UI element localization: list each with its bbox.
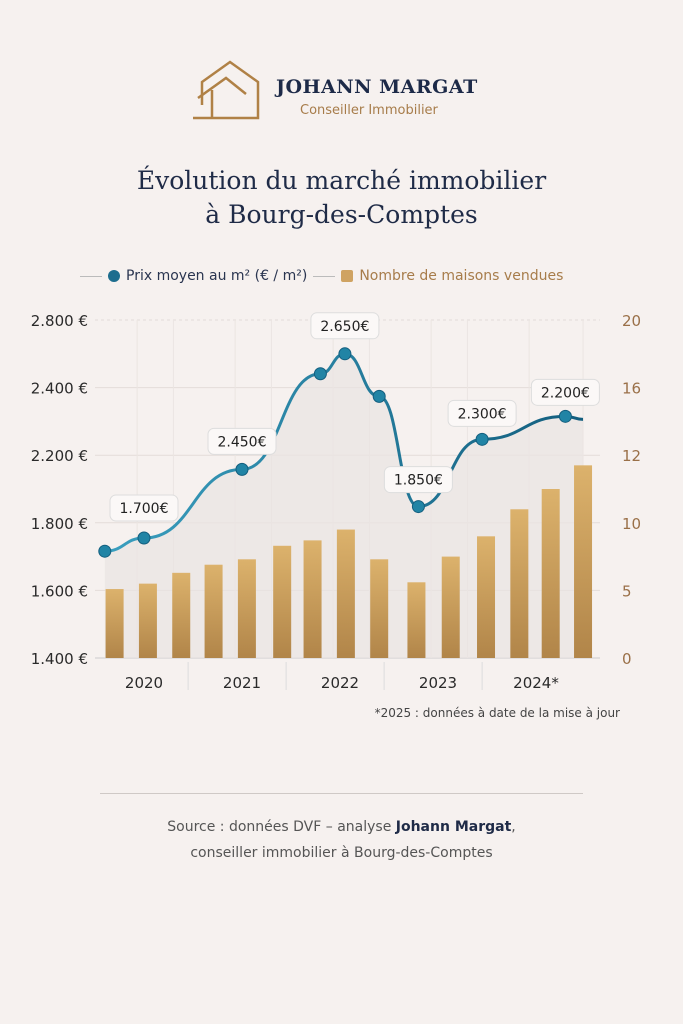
source-author: Johann Margat <box>395 819 512 835</box>
bar <box>441 556 460 658</box>
bar <box>370 559 389 658</box>
data-label: 2.650€ <box>320 319 369 335</box>
legend-bar-icon <box>341 270 354 282</box>
y-left-tick-label: 2.400 € <box>31 380 88 398</box>
data-label-box <box>310 312 380 340</box>
source-line2: conseiller immobilier à Bourg-des-Compte… <box>190 845 493 861</box>
line-point <box>338 347 352 361</box>
line-point <box>313 367 327 381</box>
footnote: *2025 : données à date de la mise à jour <box>374 706 620 720</box>
bar <box>138 583 157 658</box>
brand-name: JOHANN MARGAT <box>276 76 478 98</box>
data-label: 2.450€ <box>218 434 267 450</box>
x-tick-label: 2023 <box>419 674 457 692</box>
bar <box>407 582 426 658</box>
data-label-box <box>109 494 179 522</box>
bar <box>273 545 292 658</box>
y-left-tick-label: 2.200 € <box>31 447 88 465</box>
y-left-tick-label: 2.800 € <box>31 312 88 330</box>
house-logo-icon <box>193 60 260 120</box>
bar <box>172 572 191 658</box>
bar <box>574 465 593 658</box>
legend-line-icon <box>313 275 336 277</box>
bar <box>303 540 322 658</box>
line-point <box>372 389 386 403</box>
y-left-tick-label: 1.400 € <box>31 650 88 668</box>
line-point <box>475 432 489 446</box>
bar <box>204 564 223 658</box>
data-label-box <box>207 427 277 455</box>
line-point <box>235 462 249 476</box>
line-point <box>411 500 425 514</box>
x-tick-label: 2021 <box>223 674 261 692</box>
brand-subtitle: Conseiller Immobilier <box>300 103 438 118</box>
line-area <box>104 353 584 658</box>
x-tick-label: 2024* <box>513 674 559 692</box>
chart-title-line2: à Bourg-des-Comptes <box>205 200 478 229</box>
bar <box>541 489 560 658</box>
data-label: 1.700€ <box>120 501 169 517</box>
data-label-box <box>530 378 600 406</box>
bar <box>237 559 256 658</box>
line-point <box>137 531 151 545</box>
legend-bar-label: Nombre de maisons vendues <box>359 268 564 284</box>
x-tick-label: 2022 <box>321 674 359 692</box>
y-left-tick-label: 1.600 € <box>31 582 88 600</box>
divider <box>100 793 583 794</box>
source-line1: Source : données DVF – analyse Johann Ma… <box>167 819 516 835</box>
bar <box>477 536 496 658</box>
y-right-tick-label: 16 <box>622 380 641 398</box>
y-left-tick-label: 1.800 € <box>31 515 88 533</box>
data-label-box <box>383 466 453 494</box>
legend-dot-icon <box>108 270 120 282</box>
x-tick-label: 2020 <box>125 674 163 692</box>
y-right-tick-label: 10 <box>622 515 641 533</box>
data-label: 1.850€ <box>394 473 443 489</box>
y-right-tick-label: 20 <box>622 312 641 330</box>
line-point <box>98 544 112 558</box>
bar <box>105 589 124 658</box>
bar <box>336 529 355 658</box>
chart: 1.400 € 0 1.600 € 5 1.800 € 10 2.200 € 12 2.400 … <box>31 312 641 692</box>
price-line <box>104 352 584 553</box>
y-right-tick-label: 12 <box>622 447 641 465</box>
y-right-tick-label: 0 <box>622 650 632 668</box>
bar <box>510 509 529 658</box>
data-label-box <box>447 399 517 427</box>
data-label: 2.300€ <box>458 406 507 422</box>
data-label: 2.200€ <box>541 385 590 401</box>
y-right-tick-label: 5 <box>622 582 632 600</box>
legend-line-label: Prix moyen au m² (€ / m²) <box>126 268 308 284</box>
legend: Prix moyen au m² (€ / m²) Nombre de mais… <box>80 268 563 284</box>
legend-line-icon <box>80 275 102 277</box>
line-point <box>558 409 572 423</box>
chart-title-line1: Évolution du marché immobilier <box>136 166 547 195</box>
